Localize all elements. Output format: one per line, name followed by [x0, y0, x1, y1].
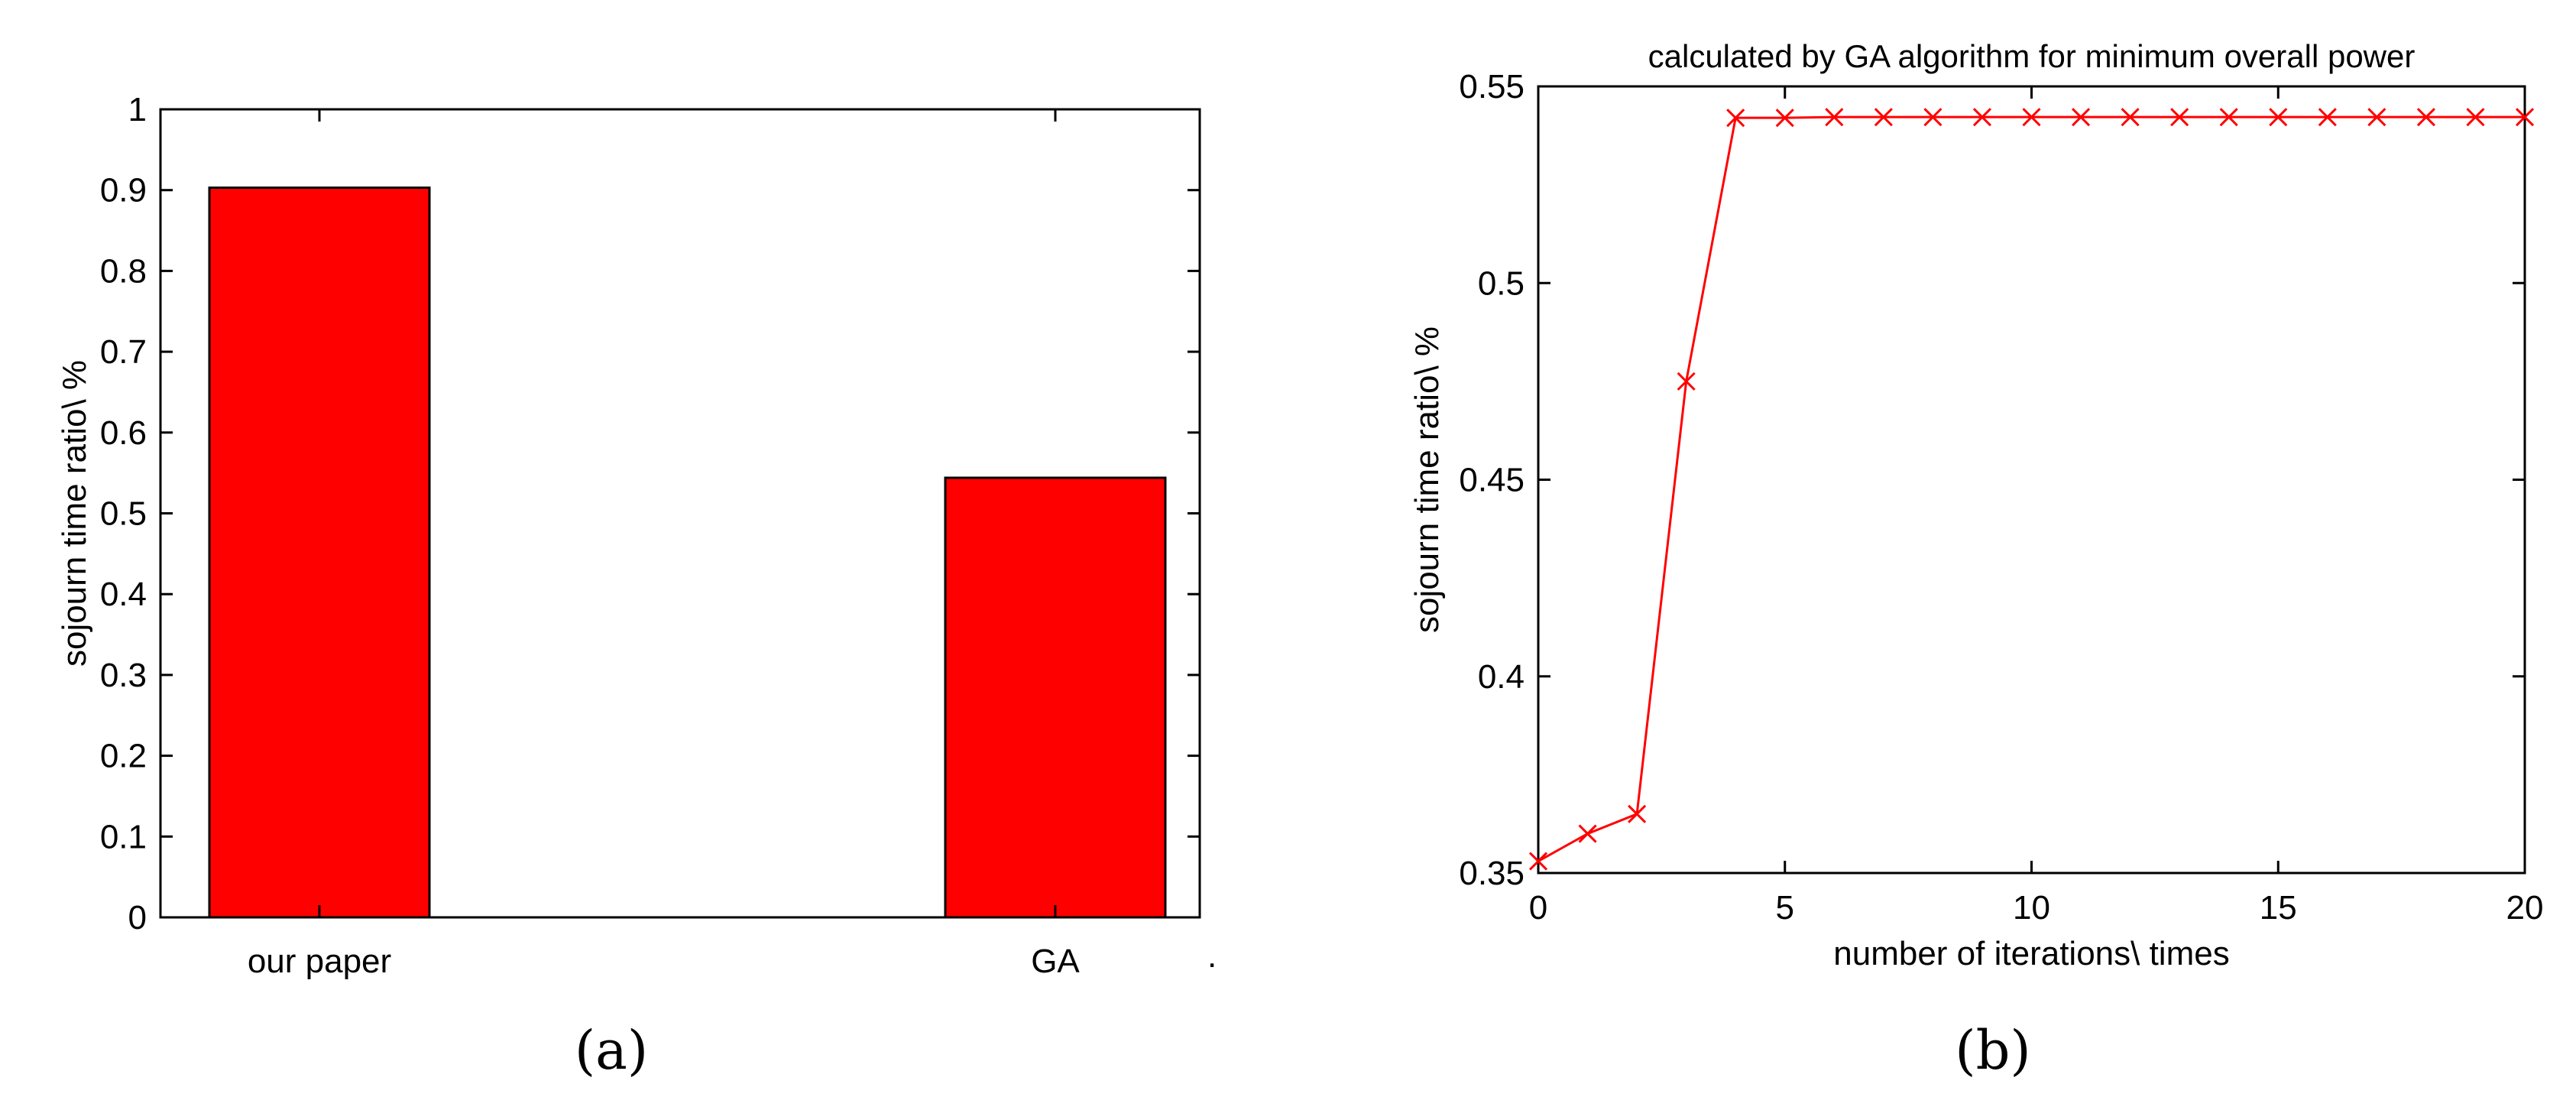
- data-point-marker: [1972, 108, 1992, 127]
- y-tick-label: 0.6: [100, 414, 147, 452]
- x-tick-label: GA: [1031, 943, 1080, 980]
- panel-a-caption: (a): [575, 1019, 648, 1082]
- data-point-marker: [2515, 108, 2535, 127]
- y-tick-label: 0.5: [100, 495, 147, 533]
- data-point-marker: [1677, 372, 1696, 391]
- x-tick-label: 0: [1529, 889, 1547, 927]
- bar-chart-panel: 0 0.1 0.2 0.3 0.4 0.5 0.6 0.7 0.8 0.9 1 our paper G…: [56, 91, 1217, 1082]
- panel-b-caption: (b): [1955, 1019, 2030, 1082]
- y-tick-label: 0.5: [1478, 265, 1525, 302]
- bar-chart-bars: [208, 187, 1167, 919]
- data-point-marker: [2170, 108, 2189, 127]
- bar-0: [208, 187, 431, 919]
- y-tick-label: 0.8: [100, 252, 147, 290]
- bar-chart-footnote-mark: .: [1207, 937, 1217, 975]
- line-chart-title: calculated by GA algorithm for minimum o…: [1648, 38, 2416, 74]
- bar-1: [944, 476, 1167, 919]
- line-chart-x-axis-label: number of iterations\ times: [1833, 935, 2229, 972]
- y-tick-label: 1: [128, 91, 147, 128]
- data-point-marker: [1825, 108, 1844, 127]
- data-point-marker: [1578, 824, 1597, 843]
- line-chart-panel: 0.35 0.4 0.45 0.5 0.55 0 5 10 15 20 calculated b…: [1408, 38, 2543, 1082]
- y-tick-label: 0.4: [100, 576, 147, 613]
- data-point-marker: [1874, 108, 1893, 127]
- y-tick-label: 0.1: [100, 818, 147, 855]
- line-chart-y-axis-label: sojourn time ratio\ %: [1408, 326, 1446, 633]
- line-chart-markers: [1528, 108, 2535, 871]
- y-tick-label: 0: [128, 899, 147, 936]
- data-point-marker: [2121, 108, 2140, 127]
- data-point-marker: [2022, 108, 2041, 127]
- data-point-marker: [1923, 108, 1943, 127]
- data-point-marker: [2466, 108, 2485, 127]
- data-point-marker: [1528, 852, 1548, 871]
- bar-chart-x-ticks: our paper GA: [248, 109, 1080, 980]
- y-tick-label: 0.9: [100, 172, 147, 209]
- y-tick-label: 0.3: [100, 657, 147, 694]
- data-point-marker: [2367, 108, 2386, 127]
- x-tick-label: 15: [2260, 889, 2297, 927]
- data-point-marker: [1628, 804, 1647, 823]
- y-tick-label: 0.35: [1459, 855, 1525, 892]
- data-point-marker: [2416, 108, 2435, 127]
- data-point-marker: [2318, 108, 2337, 127]
- line-chart-x-ticks: 0 5 10 15 20: [1529, 86, 2544, 927]
- x-tick-label: 10: [2013, 889, 2050, 927]
- bar-chart-y-ticks: 0 0.1 0.2 0.3 0.4 0.5 0.6 0.7 0.8 0.9 1: [100, 91, 1200, 936]
- y-tick-label: 0.55: [1459, 68, 1525, 105]
- bar-chart-y-axis-label: sojourn time ratio\ %: [56, 360, 93, 667]
- x-tick-label: 20: [2506, 889, 2544, 927]
- data-point-marker: [1775, 109, 1794, 128]
- data-point-marker: [2269, 108, 2288, 127]
- y-tick-label: 0.7: [100, 333, 147, 371]
- line-chart-y-ticks: 0.35 0.4 0.45 0.5 0.55: [1459, 68, 2525, 892]
- line-chart-axes-box: [1537, 85, 2526, 875]
- data-point-marker: [2219, 108, 2238, 127]
- data-point-marker: [2071, 108, 2091, 127]
- line-chart-series-line: [1537, 115, 2525, 862]
- y-tick-label: 0.45: [1459, 462, 1525, 499]
- x-tick-label: our paper: [248, 943, 391, 980]
- y-tick-label: 0.4: [1478, 658, 1525, 696]
- x-tick-label: 5: [1776, 889, 1794, 927]
- data-point-marker: [1726, 109, 1745, 128]
- y-tick-label: 0.2: [100, 738, 147, 775]
